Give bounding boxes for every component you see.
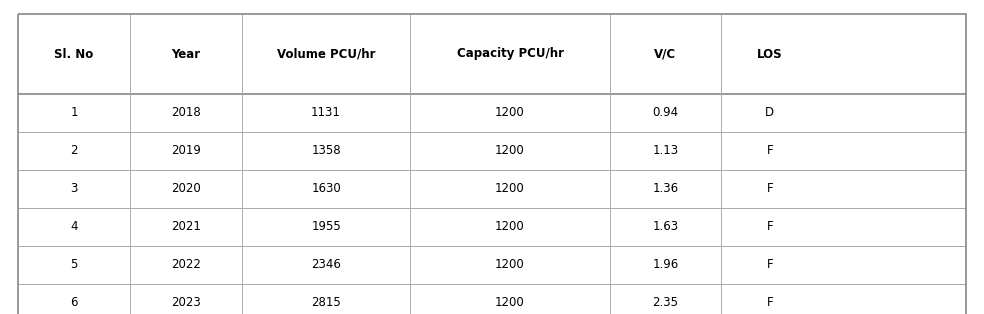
Text: 2022: 2022: [171, 258, 201, 272]
Text: 1: 1: [70, 106, 78, 120]
Text: 1200: 1200: [495, 258, 524, 272]
Text: 1358: 1358: [311, 144, 340, 158]
Text: 2346: 2346: [311, 258, 341, 272]
Text: 2020: 2020: [171, 182, 201, 196]
Text: 6: 6: [70, 296, 78, 310]
Text: 1630: 1630: [311, 182, 341, 196]
Text: 1955: 1955: [311, 220, 341, 234]
Text: F: F: [767, 258, 773, 272]
Text: 1.96: 1.96: [652, 258, 679, 272]
Text: Year: Year: [171, 47, 201, 61]
Text: 1.13: 1.13: [652, 144, 679, 158]
Text: 1200: 1200: [495, 182, 524, 196]
Text: 1.63: 1.63: [652, 220, 679, 234]
Text: 1200: 1200: [495, 144, 524, 158]
Text: 0.94: 0.94: [652, 106, 679, 120]
Text: LOS: LOS: [757, 47, 782, 61]
Text: 1200: 1200: [495, 106, 524, 120]
Text: D: D: [766, 106, 774, 120]
Text: 2019: 2019: [171, 144, 201, 158]
Text: 2815: 2815: [311, 296, 341, 310]
Text: F: F: [767, 220, 773, 234]
Text: F: F: [767, 296, 773, 310]
Text: 2018: 2018: [171, 106, 201, 120]
Text: 2021: 2021: [171, 220, 201, 234]
Text: 2023: 2023: [171, 296, 201, 310]
Text: 1.36: 1.36: [652, 182, 679, 196]
Text: F: F: [767, 144, 773, 158]
Text: Capacity PCU/hr: Capacity PCU/hr: [457, 47, 564, 61]
Text: 5: 5: [70, 258, 78, 272]
Text: 1200: 1200: [495, 296, 524, 310]
Text: 4: 4: [70, 220, 78, 234]
Text: 1200: 1200: [495, 220, 524, 234]
Text: 3: 3: [70, 182, 78, 196]
Text: V/C: V/C: [654, 47, 677, 61]
Text: 2: 2: [70, 144, 78, 158]
Text: Volume PCU/hr: Volume PCU/hr: [277, 47, 375, 61]
Text: F: F: [767, 182, 773, 196]
Text: Sl. No: Sl. No: [54, 47, 93, 61]
Text: 2.35: 2.35: [652, 296, 679, 310]
Text: 1131: 1131: [311, 106, 341, 120]
